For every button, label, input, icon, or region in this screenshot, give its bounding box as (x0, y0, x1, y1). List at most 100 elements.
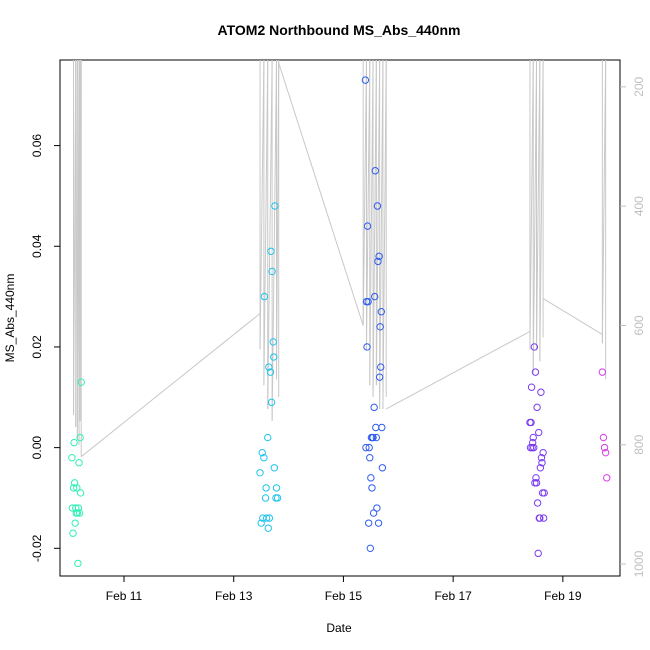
data-point (362, 443, 370, 452)
data-point (537, 388, 545, 396)
x-tick-label: Feb 17 (434, 589, 472, 603)
depth-profile-line (73, 59, 77, 415)
data-point (258, 448, 266, 457)
data-point (76, 433, 84, 442)
data-point (534, 549, 542, 558)
plot-border (59, 59, 621, 577)
data-point (531, 368, 540, 376)
y2-tick-label: 400 (632, 196, 646, 216)
data-point (529, 433, 537, 442)
data-point (539, 514, 548, 522)
x-axis-label: Date (326, 621, 352, 635)
data-points (68, 76, 611, 568)
depth-profile-line (382, 59, 387, 409)
depth-connector-line (278, 62, 364, 326)
data-point (71, 519, 79, 527)
depth-profile-line (375, 59, 381, 386)
data-point (75, 509, 84, 517)
data-point (375, 252, 383, 261)
depth-profile-line (536, 59, 541, 350)
data-point (259, 514, 267, 522)
data-point (369, 509, 378, 517)
data-point (267, 398, 276, 407)
data-point (366, 453, 374, 462)
depth-profile-line (263, 59, 269, 386)
data-point (76, 489, 85, 497)
data-point (373, 202, 382, 210)
data-point (603, 474, 611, 482)
y-tick-label: -0.02 (30, 534, 44, 562)
data-point (262, 484, 270, 492)
y2-tick-label: 600 (632, 315, 646, 335)
data-point (530, 343, 539, 351)
data-point (272, 484, 281, 492)
y2-tick-label: 1000 (632, 550, 646, 577)
data-point (371, 167, 379, 175)
x-axis: Feb 11 Feb 13 Feb 15 Feb 17 Feb 19 (106, 576, 582, 603)
x-tick-label: Feb 15 (325, 589, 363, 603)
data-point (377, 308, 385, 316)
data-point (267, 247, 275, 255)
data-point (367, 474, 375, 482)
x-tick-label: Feb 19 (544, 589, 582, 603)
data-point (378, 423, 386, 432)
depth-profile-line (76, 59, 80, 439)
data-point (264, 433, 272, 442)
depth-connector-line (80, 313, 261, 458)
data-point (73, 484, 81, 492)
data-point (269, 338, 277, 346)
data-point (363, 343, 371, 351)
data-point (270, 464, 279, 472)
data-point (377, 363, 385, 371)
y2-tick-label: 800 (632, 434, 646, 454)
data-point (527, 418, 535, 427)
data-point (535, 428, 543, 437)
y2-axis-depth: 200 400 600 800 1000 (620, 77, 646, 577)
depth-connector-line (385, 330, 531, 410)
depth-profile-line (529, 59, 534, 350)
data-point (260, 292, 269, 301)
data-point (361, 76, 370, 84)
data-point (600, 443, 609, 452)
data-point (530, 443, 538, 452)
data-point (68, 453, 76, 462)
depth-profile-line (539, 59, 544, 362)
data-point (373, 504, 381, 512)
data-point (374, 257, 382, 266)
depth-profile-line (259, 59, 265, 350)
y-tick-label: 0.04 (30, 234, 44, 258)
plot-frame (59, 59, 621, 577)
data-point (370, 403, 378, 412)
y-tick-label: 0.02 (30, 335, 44, 359)
data-point (536, 464, 545, 472)
data-point (270, 353, 278, 361)
data-point (261, 494, 270, 502)
data-point (70, 438, 78, 447)
data-point (265, 363, 273, 371)
data-point (538, 459, 546, 467)
depth-profile-line (79, 59, 82, 421)
data-point (539, 448, 547, 457)
data-point (77, 378, 85, 386)
depth-profile-line (75, 59, 78, 427)
y-tick-label: 0.06 (30, 134, 44, 158)
data-point (372, 423, 380, 432)
data-point (601, 448, 610, 457)
data-point (266, 368, 275, 376)
data-point (271, 202, 279, 210)
y-tick-label: 0.00 (30, 436, 44, 460)
data-point (264, 524, 272, 532)
data-point (257, 519, 265, 527)
data-point (599, 433, 608, 442)
data-point (260, 453, 268, 462)
data-point (272, 494, 280, 502)
y2-tick-label: 200 (632, 77, 646, 97)
data-point (533, 403, 541, 412)
data-point (533, 499, 542, 507)
data-point (363, 222, 372, 230)
data-point (376, 323, 384, 331)
data-point (374, 519, 383, 527)
data-point (262, 514, 271, 522)
depth-profile-line (271, 59, 278, 421)
data-point (370, 292, 379, 301)
